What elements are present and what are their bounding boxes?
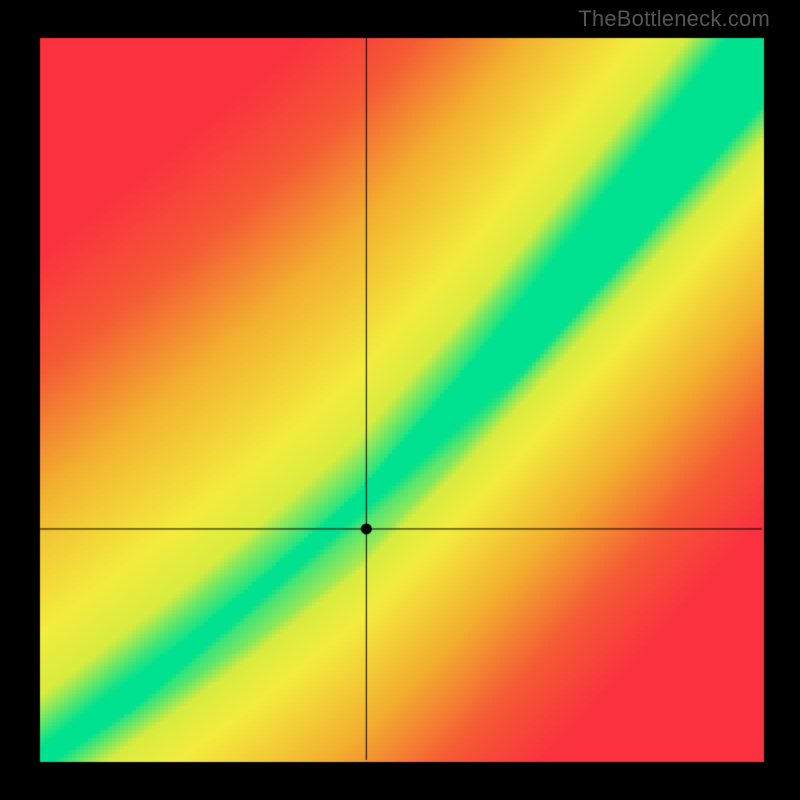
bottleneck-heatmap [0,0,800,800]
chart-container: TheBottleneck.com [0,0,800,800]
watermark-text: TheBottleneck.com [578,6,770,32]
